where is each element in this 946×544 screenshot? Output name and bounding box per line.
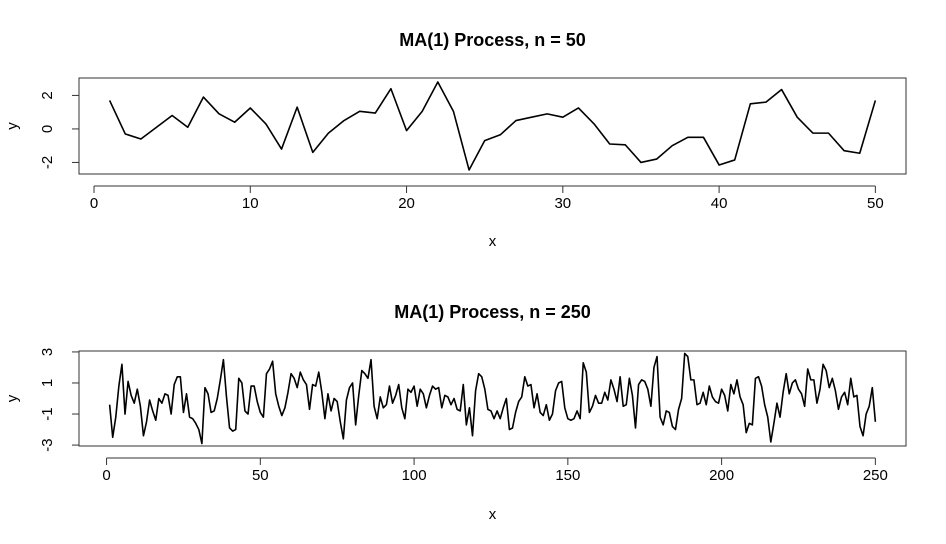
- x-tick-label: 150: [555, 467, 580, 484]
- y-tick-label: 3: [39, 348, 56, 356]
- x-tick-label: 30: [554, 195, 571, 212]
- data-line: [108, 352, 877, 445]
- chart-title: MA(1) Process, n = 50: [399, 30, 586, 50]
- x-tick-label: 100: [402, 467, 427, 484]
- x-axis-label: x: [489, 233, 497, 250]
- x-tick-label: 10: [242, 195, 259, 212]
- data-line: [108, 81, 877, 171]
- x-tick-label: 50: [252, 467, 269, 484]
- y-axis-label: y: [4, 394, 21, 402]
- x-tick-label: 0: [102, 467, 110, 484]
- y-tick-label: 1: [39, 379, 56, 387]
- y-tick-label: -1: [39, 407, 56, 420]
- plot-box: [78, 77, 907, 175]
- x-tick-label: 50: [867, 195, 884, 212]
- x-tick-label: 200: [709, 467, 734, 484]
- y-tick-label: 2: [39, 91, 56, 99]
- y-tick-label: -3: [39, 438, 56, 451]
- y-tick-label: 0: [39, 125, 56, 133]
- chart-title: MA(1) Process, n = 250: [394, 302, 591, 322]
- x-tick-label: 20: [398, 195, 415, 212]
- x-axis-label: x: [489, 506, 497, 523]
- x-tick-label: 250: [863, 467, 888, 484]
- x-tick-label: 40: [711, 195, 728, 212]
- x-tick-label: 0: [90, 195, 98, 212]
- y-axis-label: y: [4, 122, 21, 130]
- y-tick-label: -2: [39, 156, 56, 169]
